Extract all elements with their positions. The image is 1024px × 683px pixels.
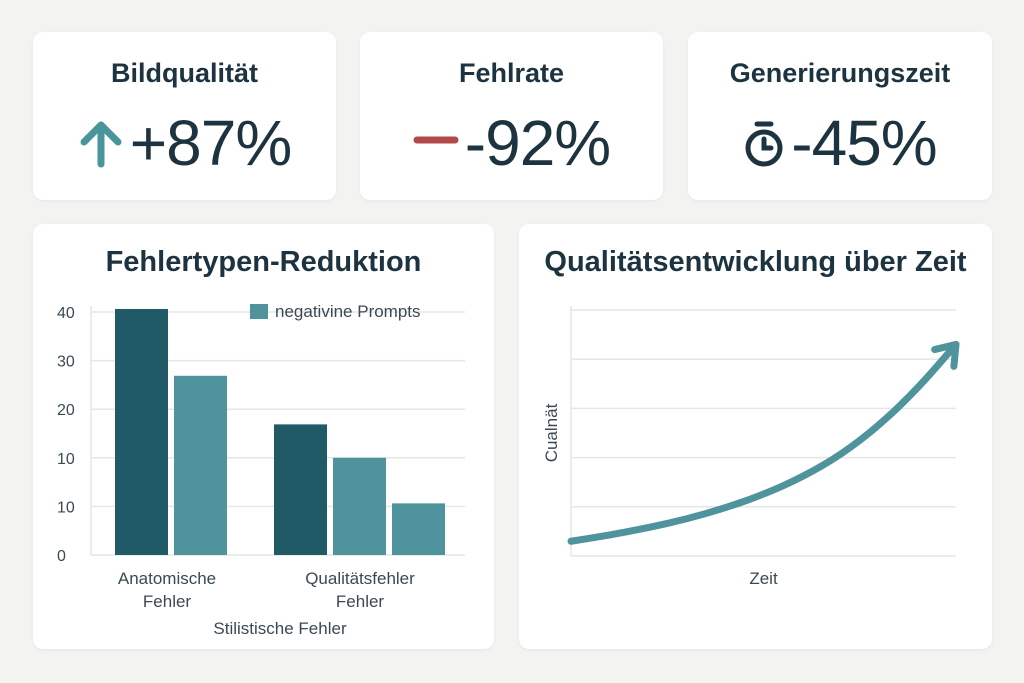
y-tick-label: 30 [57,354,75,371]
y-tick-label: 10 [57,451,75,468]
x-tick-label: Fehler [336,592,385,611]
kpi-card-image-quality: Bildqualität +87% [33,32,336,200]
x-axis-label: Zeit [749,569,778,588]
kpi-title: Generierungszeit [729,58,951,88]
kpi-value: -92% [464,107,611,179]
bar-chart-card: Fehlertypen-Reduktion 40 30 20 10 10 0 negati… [33,224,494,649]
series-line [567,340,960,545]
bar-chart: 40 30 20 10 10 0 negativine Prompts Anatomisc… [57,302,465,638]
kpi-title: Bildqualität [111,58,258,88]
x-tick-label: Anatomische [118,569,216,588]
bar [333,457,386,555]
minus-icon [413,118,459,168]
kpi-card-error-rate: Fehlrate -92% [360,32,663,200]
arrow-up-icon [78,118,124,168]
line-chart: Zeit Cualnät [542,306,960,588]
legend-label: negativine Prompts [275,302,421,321]
chart-title: Qualitätsentwicklung über Zeit [544,246,967,278]
y-tick-label: 0 [57,548,66,565]
kpi-title: Fehlrate [458,58,565,88]
bar [274,424,327,555]
legend-swatch [250,304,268,319]
y-axis-label: Cualnät [542,403,561,462]
bar [392,503,445,555]
x-tick-label: Fehler [143,592,192,611]
arrow-head-icon [931,340,960,370]
kpi-value: -45% [791,107,937,179]
bar [115,308,168,555]
y-tick-label: 10 [57,499,75,516]
y-tick-label: 20 [57,402,75,419]
line-chart-card: Qualitätsentwicklung über Zeit Zeit Cualn… [519,224,992,649]
stopwatch-icon [743,118,785,168]
y-tick-label: 40 [57,305,75,322]
x-axis-label: Stilistische Fehler [213,619,347,638]
kpi-card-generation-time: Generierungszeit -45% [688,32,992,200]
bar [174,375,227,555]
chart-title: Fehlertypen-Reduktion [105,246,422,278]
x-tick-label: Qualitätsfehler [305,569,415,588]
kpi-value: +87% [129,107,292,179]
